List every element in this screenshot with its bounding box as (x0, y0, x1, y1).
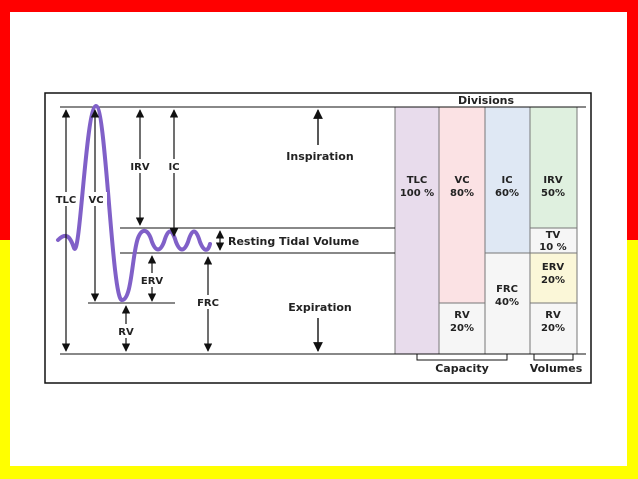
rv-label-bg (116, 324, 136, 338)
column-vc (438, 106, 486, 304)
column-tv-pct: 10 % (539, 242, 566, 253)
column-irv-name: IRV (543, 175, 562, 186)
column-erv-name: ERV (542, 262, 565, 273)
erv-label: ERV (141, 276, 164, 287)
column-frc-pct: 40% (495, 297, 519, 308)
column-tv-name: TV (546, 230, 561, 241)
ic-label-bg (165, 159, 183, 173)
column-vc-rv-pct: 20% (450, 323, 474, 334)
column-ic-name: IC (501, 175, 512, 186)
column-tv (529, 227, 578, 254)
volumes-label: Volumes (530, 362, 583, 375)
column-tlc-name: TLC (407, 175, 428, 186)
irv-label-bg (127, 159, 153, 173)
column-vc-rv-name: RV (454, 310, 470, 321)
tlc-label-bg (53, 192, 79, 206)
volumes-bracket (533, 354, 574, 361)
column-tlc-pct: 100 % (400, 188, 434, 199)
column-irv-pct: 50% (541, 188, 565, 199)
column-tlc (394, 106, 440, 355)
divisions-header: Divisions (458, 94, 515, 107)
frc-label-bg (194, 295, 222, 309)
capacity-label: Capacity (435, 362, 489, 375)
column-vc-pct: 80% (450, 188, 474, 199)
volume-curve (56, 103, 212, 303)
divisions-columns (394, 106, 578, 355)
column-erv (529, 252, 578, 304)
column-erv-pct: 20% (541, 275, 565, 286)
frc-label: FRC (197, 298, 219, 309)
inspiration-label: Inspiration (286, 150, 353, 163)
column-ic-pct: 60% (495, 188, 519, 199)
expiration-label: Expiration (288, 301, 352, 314)
erv-label-bg (139, 273, 165, 287)
capacity-bracket (416, 354, 508, 361)
ic-label: IC (168, 162, 179, 173)
resting-tidal-volume-label: Resting Tidal Volume (228, 235, 359, 248)
vc-label-bg (85, 192, 107, 206)
rv-label: RV (118, 327, 134, 338)
column-rv-name: RV (545, 310, 561, 321)
column-vc-name: VC (454, 175, 469, 186)
column-frc (484, 252, 531, 355)
irv-label: IRV (130, 162, 149, 173)
column-rv-pct: 20% (541, 323, 565, 334)
vc-label: VC (88, 195, 103, 206)
tlc-label: TLC (56, 195, 77, 206)
column-irv (529, 106, 578, 229)
column-frc-name: FRC (496, 284, 518, 295)
